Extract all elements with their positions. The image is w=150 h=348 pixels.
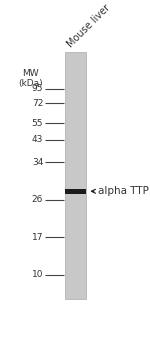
Text: MW
(kDa): MW (kDa) — [18, 69, 43, 88]
Text: 72: 72 — [32, 99, 43, 108]
Bar — [65, 189, 86, 194]
Text: 34: 34 — [32, 158, 43, 167]
Text: alpha TTP: alpha TTP — [98, 186, 149, 196]
Text: 95: 95 — [32, 84, 43, 93]
Text: 26: 26 — [32, 195, 43, 204]
Bar — [65, 53, 86, 299]
Text: Mouse liver: Mouse liver — [65, 3, 112, 50]
Text: 55: 55 — [32, 119, 43, 128]
Text: 43: 43 — [32, 135, 43, 144]
Text: 17: 17 — [32, 233, 43, 242]
Text: 10: 10 — [32, 270, 43, 279]
